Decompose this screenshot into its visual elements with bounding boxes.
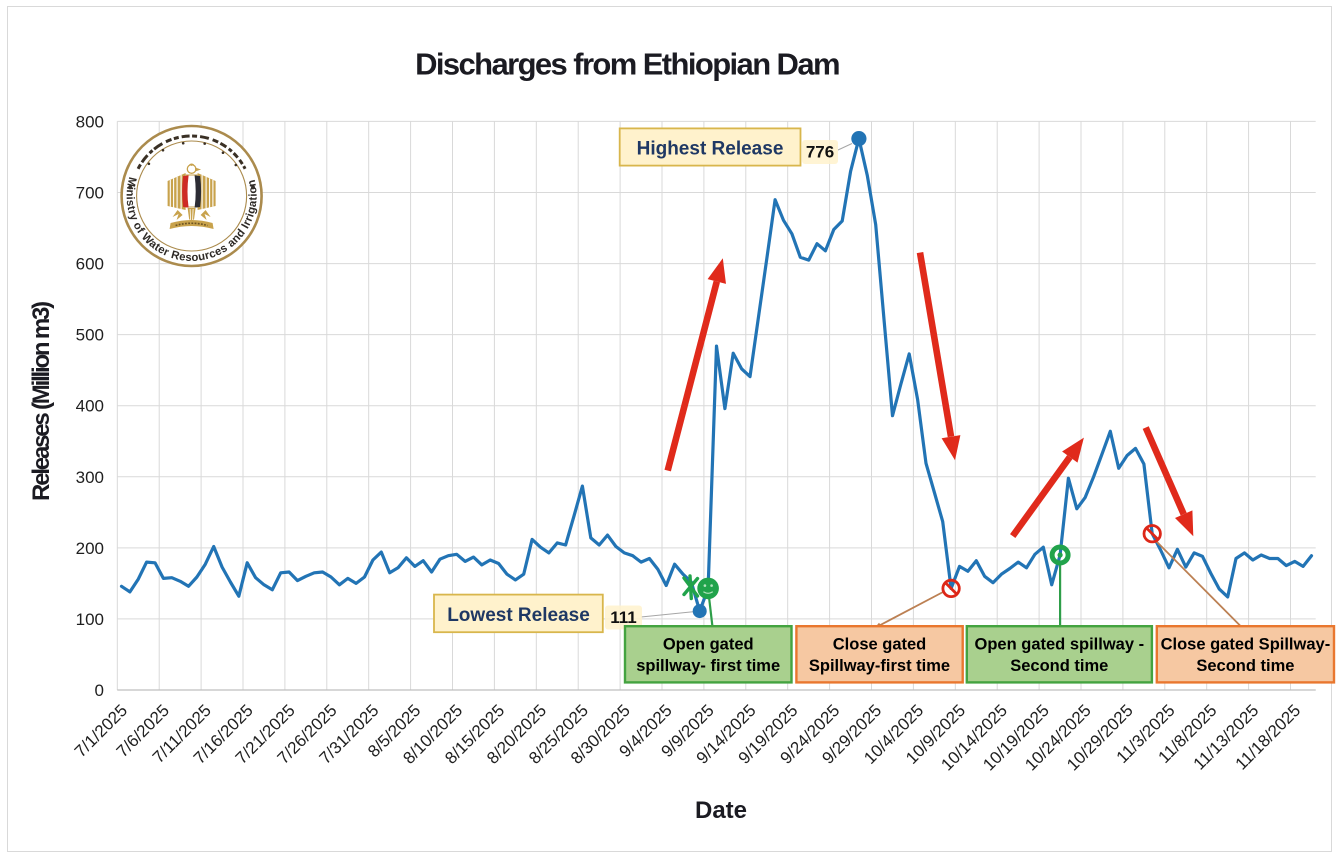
svg-text:Date: Date <box>695 797 747 824</box>
svg-text:300: 300 <box>76 468 104 487</box>
svg-text:100: 100 <box>76 610 104 629</box>
svg-text:Highest Release: Highest Release <box>637 139 784 160</box>
svg-text:Second time: Second time <box>1010 657 1108 675</box>
svg-text:700: 700 <box>76 184 104 203</box>
svg-text:Open gated spillway -: Open gated spillway - <box>974 636 1144 654</box>
svg-text:Close gated: Close gated <box>833 636 927 654</box>
svg-text:600: 600 <box>76 255 104 274</box>
svg-text:Close gated Spillway-: Close gated Spillway- <box>1161 636 1331 654</box>
svg-text:spillway- first time: spillway- first time <box>636 657 780 675</box>
svg-text:Spillway-first time: Spillway-first time <box>809 657 950 675</box>
svg-text:Discharges from Ethiopian Dam: Discharges from Ethiopian Dam <box>415 47 839 82</box>
svg-text:500: 500 <box>76 326 104 345</box>
svg-text:Releases (Million m3): Releases (Million m3) <box>28 302 55 501</box>
svg-text:Lowest Release: Lowest Release <box>447 605 590 626</box>
svg-text:800: 800 <box>76 112 104 131</box>
svg-text:776: 776 <box>806 143 834 162</box>
svg-text:Open gated: Open gated <box>663 636 754 654</box>
svg-text:200: 200 <box>76 539 104 558</box>
svg-text:Second time: Second time <box>1196 657 1294 675</box>
svg-text:400: 400 <box>76 397 104 416</box>
svg-text:111: 111 <box>610 608 637 627</box>
svg-text:0: 0 <box>95 681 104 700</box>
